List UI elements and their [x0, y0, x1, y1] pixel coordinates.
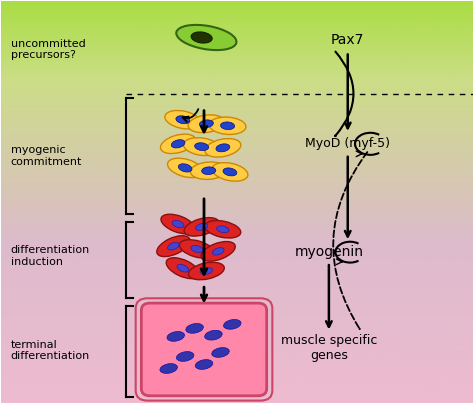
Ellipse shape — [196, 223, 208, 230]
Text: differentiation
induction: differentiation induction — [11, 245, 90, 267]
Ellipse shape — [191, 245, 203, 252]
Ellipse shape — [205, 221, 241, 238]
Text: muscle specific
genes: muscle specific genes — [281, 335, 377, 362]
Text: Pax7: Pax7 — [331, 32, 365, 46]
Ellipse shape — [212, 248, 224, 255]
Text: terminal
differentiation: terminal differentiation — [11, 340, 90, 361]
Ellipse shape — [195, 360, 213, 369]
Ellipse shape — [189, 262, 224, 280]
Ellipse shape — [167, 158, 203, 178]
Ellipse shape — [161, 214, 195, 234]
Ellipse shape — [166, 258, 200, 279]
Ellipse shape — [212, 163, 248, 181]
Ellipse shape — [184, 218, 219, 236]
Ellipse shape — [183, 138, 220, 156]
Text: myogenic
commitment: myogenic commitment — [11, 145, 82, 167]
Ellipse shape — [168, 242, 179, 250]
Ellipse shape — [157, 236, 190, 257]
Ellipse shape — [216, 144, 230, 152]
Ellipse shape — [212, 347, 229, 357]
Text: MyoD (myf-5): MyoD (myf-5) — [305, 137, 390, 150]
Ellipse shape — [205, 139, 241, 157]
Ellipse shape — [209, 117, 246, 135]
Ellipse shape — [191, 32, 212, 43]
FancyArrowPatch shape — [335, 52, 354, 136]
Ellipse shape — [217, 226, 229, 233]
Ellipse shape — [195, 143, 209, 151]
Ellipse shape — [186, 324, 203, 333]
Ellipse shape — [220, 122, 235, 130]
Ellipse shape — [201, 242, 235, 261]
Ellipse shape — [224, 320, 241, 329]
Text: uncommitted
precursors?: uncommitted precursors? — [11, 39, 86, 60]
Ellipse shape — [171, 140, 185, 148]
Ellipse shape — [201, 167, 216, 175]
Ellipse shape — [178, 164, 192, 172]
Ellipse shape — [176, 116, 190, 124]
Ellipse shape — [179, 240, 215, 258]
Ellipse shape — [223, 168, 237, 176]
FancyBboxPatch shape — [141, 303, 267, 396]
Ellipse shape — [191, 162, 227, 179]
Ellipse shape — [161, 134, 196, 154]
Ellipse shape — [176, 25, 237, 50]
Ellipse shape — [205, 330, 222, 340]
Ellipse shape — [188, 115, 225, 133]
Ellipse shape — [167, 332, 184, 341]
Ellipse shape — [160, 364, 177, 373]
Ellipse shape — [200, 267, 213, 274]
Ellipse shape — [176, 351, 194, 361]
Ellipse shape — [200, 120, 213, 128]
Text: myogenin: myogenin — [294, 245, 364, 259]
Ellipse shape — [172, 220, 184, 228]
Ellipse shape — [177, 264, 189, 272]
FancyArrowPatch shape — [333, 152, 367, 329]
Ellipse shape — [165, 110, 201, 129]
